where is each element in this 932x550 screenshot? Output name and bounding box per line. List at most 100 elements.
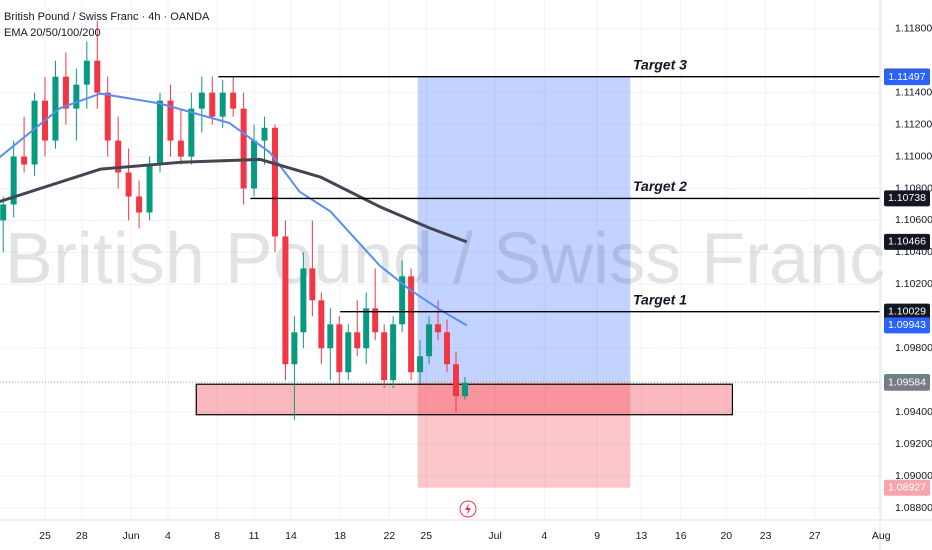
y-tick-label: 1.11400 xyxy=(895,86,932,98)
x-tick-label: 16 xyxy=(675,530,687,542)
y-tick-label: 1.11200 xyxy=(895,118,932,130)
x-tick-label: 25 xyxy=(39,530,51,542)
candle-body xyxy=(291,332,298,365)
target-label: Target 1 xyxy=(633,291,687,307)
target-label: Target 3 xyxy=(633,56,687,72)
x-tick-label: Aug xyxy=(872,530,891,542)
candle-body xyxy=(417,356,424,373)
indicator-label: EMA 20/50/100/200 xyxy=(4,27,101,39)
target-label: Target 2 xyxy=(633,178,687,194)
candle-body xyxy=(31,100,38,165)
candle-body xyxy=(251,140,258,189)
price-tag xyxy=(884,233,930,250)
candle-body xyxy=(230,92,237,109)
candle-body xyxy=(390,324,397,381)
price-tag xyxy=(884,69,930,86)
x-tick-label: 23 xyxy=(760,530,772,542)
candle-body xyxy=(125,172,132,197)
candle-body xyxy=(83,60,90,85)
price-tag-label: 1.10738 xyxy=(888,192,926,204)
candle-body xyxy=(73,84,80,109)
candle-body xyxy=(136,196,143,213)
x-tick-label: Jul xyxy=(488,530,501,542)
x-tick-label: 20 xyxy=(720,530,732,542)
x-tick-label: 4 xyxy=(165,530,171,542)
candle-body xyxy=(444,332,451,365)
ema-line xyxy=(0,157,468,244)
candle-body xyxy=(21,156,28,165)
x-tick-label: 25 xyxy=(420,530,432,542)
x-tick-label: 28 xyxy=(76,530,88,542)
candle-body xyxy=(10,156,17,205)
price-tag-label: 1.10466 xyxy=(888,236,926,248)
price-tag xyxy=(884,303,930,320)
x-tick-label: 4 xyxy=(541,530,547,542)
candle-body xyxy=(452,364,459,397)
candle-body xyxy=(435,324,442,333)
candle-body xyxy=(219,92,226,117)
price-tag-label: 1.08927 xyxy=(888,482,926,494)
price-tag xyxy=(884,479,930,496)
x-tick-label: Jun xyxy=(123,530,140,542)
candle-body xyxy=(62,76,69,109)
watermark: British Pound / Swiss Franc xyxy=(5,219,885,299)
price-tag xyxy=(884,317,930,334)
candle-body xyxy=(209,92,216,117)
x-tick-label: 13 xyxy=(636,530,648,542)
loss-area xyxy=(417,382,631,488)
y-tick-label: 1.11000 xyxy=(895,150,932,162)
candle-body xyxy=(94,60,101,93)
candle-body xyxy=(426,324,433,357)
candle-body xyxy=(146,164,153,213)
candle-body xyxy=(188,108,195,157)
x-tick-label: 27 xyxy=(809,530,821,542)
price-tag-label: 1.09943 xyxy=(888,319,926,331)
candle-body xyxy=(240,108,247,189)
y-tick-label: 1.09000 xyxy=(895,470,932,482)
price-tag-label: 1.11497 xyxy=(888,71,925,83)
candle-body xyxy=(167,100,174,141)
y-tick-label: 1.10600 xyxy=(895,214,932,226)
candle-body xyxy=(372,308,379,333)
candle-body xyxy=(408,276,415,373)
event-icon-bolt xyxy=(465,503,471,515)
candle-body xyxy=(336,324,343,373)
candle-body xyxy=(52,76,59,141)
x-tick-label: 22 xyxy=(383,530,395,542)
candle-body xyxy=(0,204,7,221)
ema-line xyxy=(0,92,468,327)
candle-body xyxy=(177,140,184,157)
candle-body xyxy=(354,332,361,349)
candle-body xyxy=(300,268,307,333)
chart-title: British Pound / Swiss Franc · 4h · OANDA xyxy=(4,11,210,23)
profit-area xyxy=(417,76,631,383)
candle-body xyxy=(156,100,163,165)
y-tick-label: 1.11800 xyxy=(895,23,932,35)
candle-body xyxy=(271,127,278,237)
candle-body xyxy=(399,276,406,325)
x-tick-label: 18 xyxy=(334,530,346,542)
x-tick-label: 11 xyxy=(249,530,260,542)
y-tick-label: 1.09400 xyxy=(895,406,932,418)
y-tick-label: 1.10200 xyxy=(895,278,932,290)
candle-body xyxy=(104,92,111,141)
x-tick-label: 14 xyxy=(285,530,297,542)
price-tag-label: 1.09584 xyxy=(888,377,926,389)
y-tick-label: 1.09200 xyxy=(895,438,932,450)
candle-body xyxy=(261,127,268,141)
candle-body xyxy=(318,300,325,349)
candle-body xyxy=(115,140,122,173)
y-tick-label: 1.09800 xyxy=(895,342,932,354)
y-tick-label: 1.08800 xyxy=(895,502,932,514)
price-tag-label: 1.10029 xyxy=(888,305,926,317)
candle-body xyxy=(282,236,289,365)
candle-body xyxy=(309,268,316,301)
candle-body xyxy=(461,382,468,397)
candle-body xyxy=(345,332,352,373)
price-tag xyxy=(884,190,930,207)
candle-body xyxy=(327,324,334,349)
candle-body xyxy=(198,92,205,109)
x-tick-label: 9 xyxy=(594,530,600,542)
